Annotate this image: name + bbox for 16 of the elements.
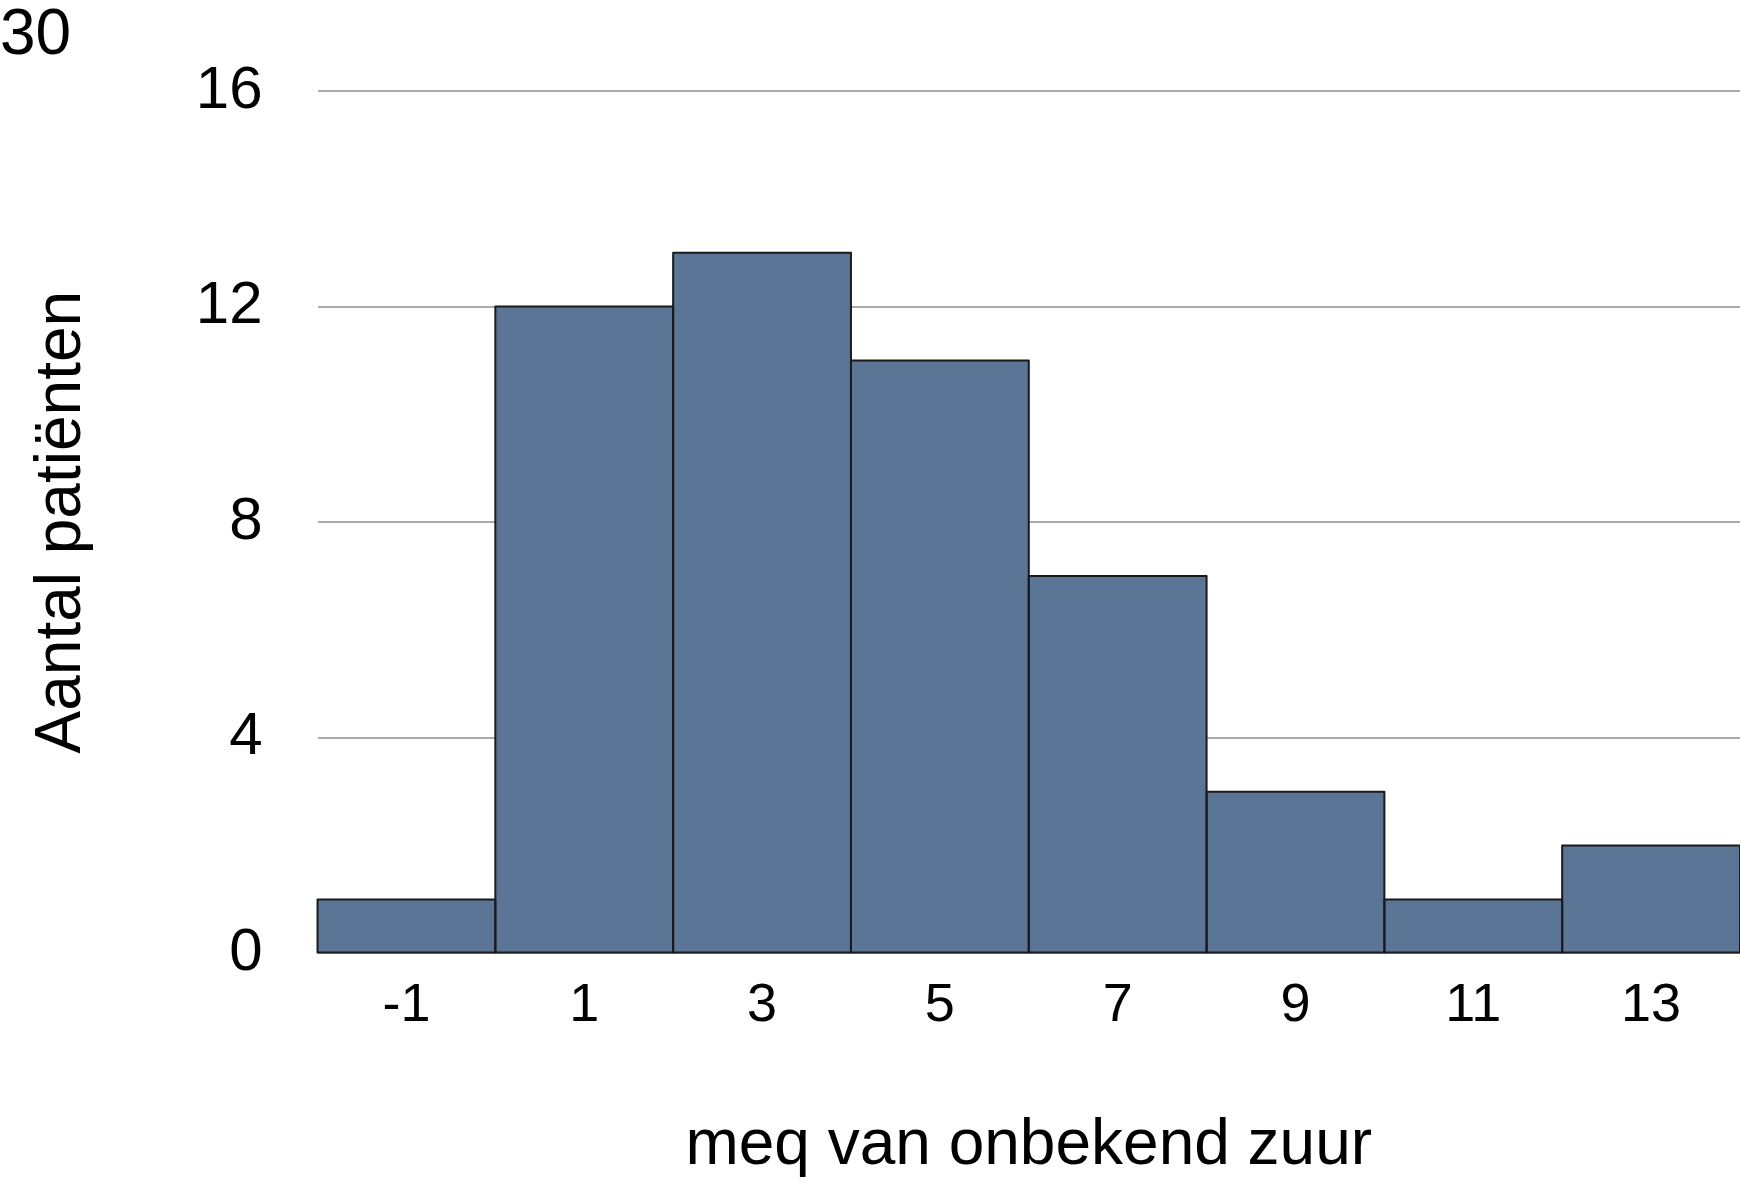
y-tick-label: 8 — [229, 484, 263, 552]
x-tick-label: 11 — [1445, 971, 1502, 1032]
x-tick-label: 5 — [924, 971, 955, 1032]
x-tick-label: 7 — [1102, 971, 1133, 1032]
y-tick-label: 0 — [229, 915, 263, 983]
y-axis-title: Aantal patiënten — [22, 290, 95, 754]
text: 30 — [0, 0, 72, 68]
x-tick-label: -1 — [382, 971, 431, 1032]
x-tick-label: 1 — [569, 971, 600, 1032]
x-tick-label: 3 — [747, 971, 778, 1032]
x-tick-label: 13 — [1621, 971, 1682, 1032]
y-tick-label: 12 — [195, 269, 263, 337]
y-tick-label: 4 — [229, 700, 263, 768]
x-axis-title: meq van onbekend zuur — [685, 1106, 1373, 1179]
x-tick-label: 9 — [1280, 971, 1311, 1032]
y-tick-label: 16 — [195, 53, 263, 121]
